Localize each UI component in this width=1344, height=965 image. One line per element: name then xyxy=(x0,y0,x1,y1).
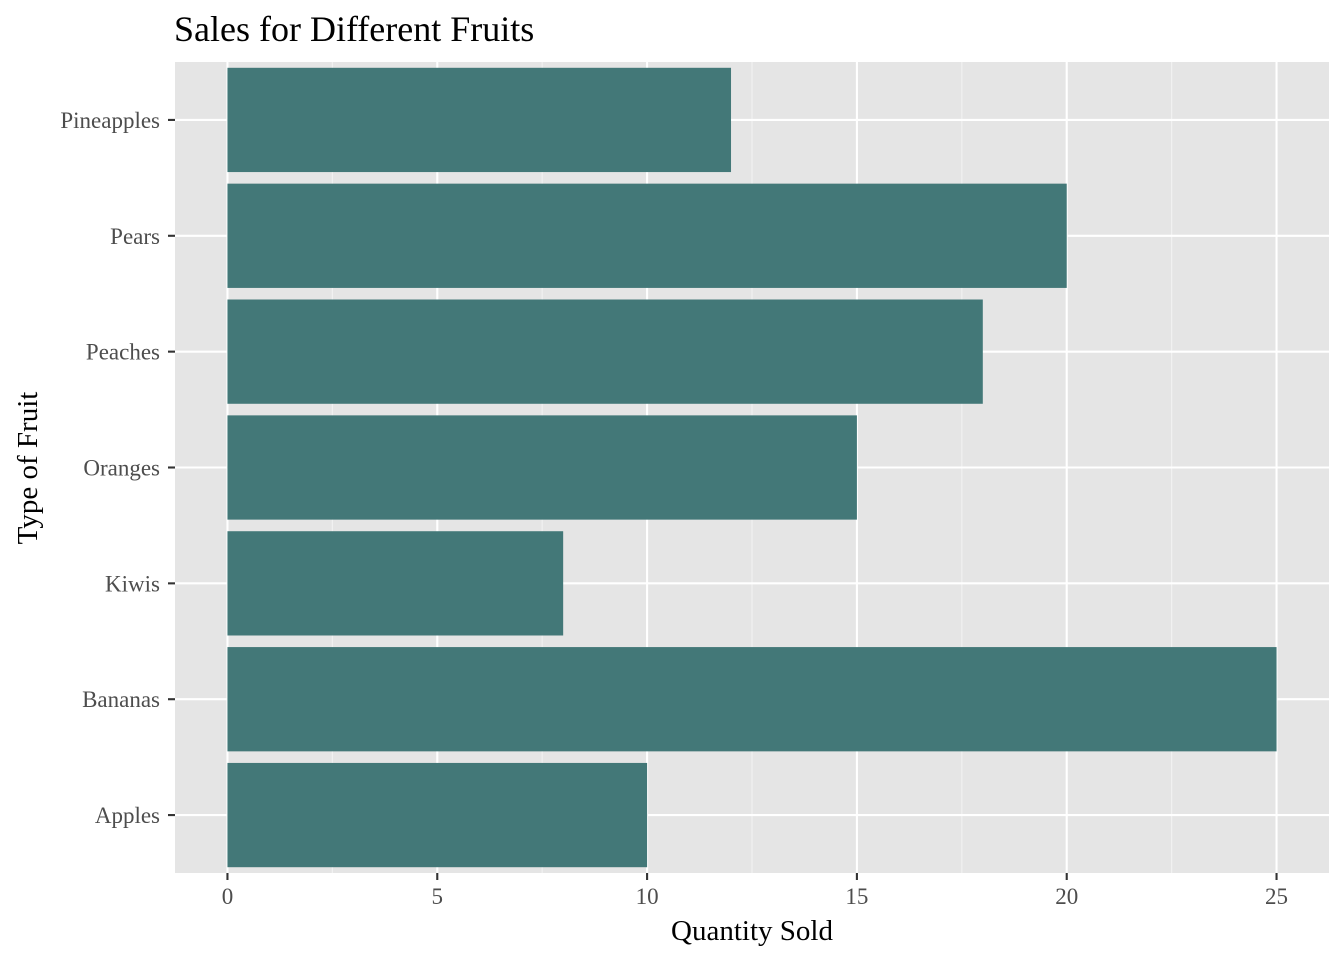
x-tick-label: 20 xyxy=(1055,884,1078,909)
bars xyxy=(227,67,1277,868)
bar-pears xyxy=(227,183,1067,288)
y-tick-label: Pears xyxy=(110,224,160,249)
y-axis: Apples Bananas Kiwis Oranges Peaches Pears Pin… xyxy=(60,108,175,828)
y-tick-label: Apples xyxy=(95,803,160,828)
y-tick-label: Bananas xyxy=(82,687,160,712)
x-axis: 0 5 10 15 20 25 xyxy=(222,873,1288,909)
bar-pineapples xyxy=(227,67,732,173)
bar-bananas xyxy=(227,647,1277,752)
x-tick-label: 10 xyxy=(636,884,659,909)
y-tick-label: Pineapples xyxy=(60,108,160,133)
y-tick-label: Peaches xyxy=(86,340,160,365)
y-axis-title: Type of Fruit xyxy=(12,392,44,545)
bar-peaches xyxy=(227,299,983,404)
x-tick-label: 5 xyxy=(432,884,444,909)
bar-apples xyxy=(227,762,648,868)
x-axis-title: Quantity Sold xyxy=(671,915,833,947)
x-tick-label: 15 xyxy=(845,884,868,909)
y-tick-label: Kiwis xyxy=(105,571,160,596)
bar-oranges xyxy=(227,415,857,520)
x-tick-label: 25 xyxy=(1265,884,1288,909)
x-tick-label: 0 xyxy=(222,884,234,909)
chart-title: Sales for Different Fruits xyxy=(174,9,534,49)
y-tick-label: Oranges xyxy=(83,456,160,481)
bar-kiwis xyxy=(227,531,564,636)
